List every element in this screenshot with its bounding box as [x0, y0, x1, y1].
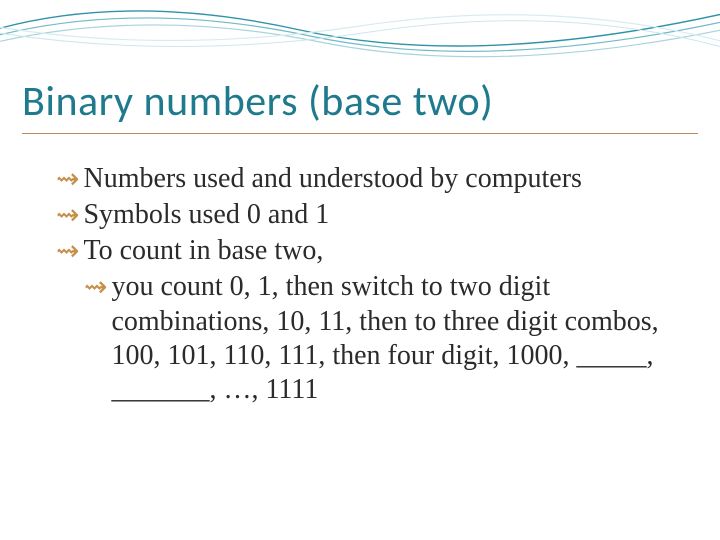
- bullet-glyph-icon: ⇝: [84, 270, 107, 304]
- list-item: ⇝ To count in base two,: [56, 234, 698, 268]
- bullet-text: Symbols used 0 and 1: [83, 198, 329, 232]
- bullet-text: To count in base two,: [83, 234, 323, 268]
- list-item: ⇝ Symbols used 0 and 1: [56, 198, 698, 232]
- bullet-glyph-icon: ⇝: [56, 234, 79, 268]
- bullet-list: ⇝ Numbers used and understood by compute…: [22, 162, 698, 407]
- list-item: ⇝ Numbers used and understood by compute…: [56, 162, 698, 196]
- bullet-text: Numbers used and understood by computers: [83, 162, 581, 196]
- list-item: ⇝ you count 0, 1, then switch to two dig…: [56, 270, 698, 407]
- bullet-text: you count 0, 1, then switch to two digit…: [111, 270, 698, 407]
- title-underline: [22, 133, 698, 134]
- bullet-glyph-icon: ⇝: [56, 198, 79, 232]
- bullet-glyph-icon: ⇝: [56, 162, 79, 196]
- slide-content: Binary numbers (base two) ⇝ Numbers used…: [22, 76, 698, 409]
- slide-title: Binary numbers (base two): [22, 76, 698, 127]
